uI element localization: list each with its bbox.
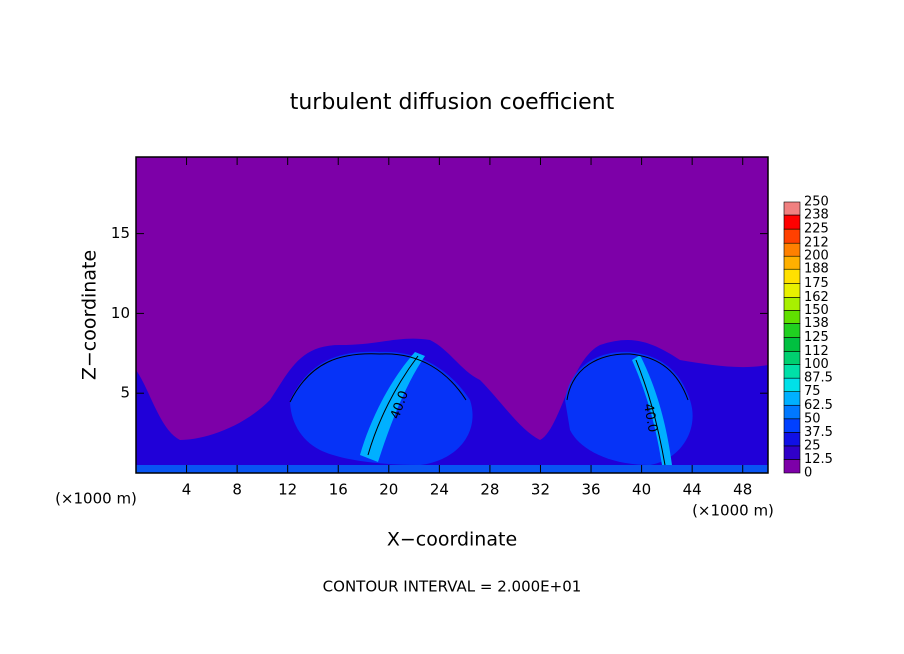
colorbar-label: 100 bbox=[804, 357, 829, 372]
footer: CONTOUR INTERVAL = 2.000E+01 bbox=[323, 578, 582, 596]
colorbar-segment bbox=[783, 351, 801, 365]
field-region bbox=[136, 465, 768, 473]
colorbar-segment bbox=[783, 242, 801, 257]
colorbar-segment bbox=[783, 228, 801, 244]
colorbar-label: 188 bbox=[804, 262, 829, 277]
colorbar-label: 150 bbox=[804, 303, 829, 318]
colorbar-segment bbox=[783, 418, 801, 433]
colorbar-label: 75 bbox=[804, 384, 821, 399]
x-unit: (×1000 m) bbox=[692, 502, 774, 520]
colorbar-segment bbox=[783, 391, 801, 406]
colorbar-label: 225 bbox=[804, 222, 829, 237]
field-streak bbox=[632, 355, 672, 465]
colorbar-label: 162 bbox=[804, 290, 829, 305]
x-tick-label: 20 bbox=[379, 481, 398, 499]
field: 40.0 40.0 bbox=[136, 157, 768, 473]
colorbar-segment bbox=[783, 337, 801, 352]
chart-title: turbulent diffusion coefficient bbox=[290, 90, 615, 115]
y-tick-label: 5 bbox=[120, 384, 130, 402]
x-tick-label: 4 bbox=[182, 481, 192, 499]
colorbar-label: 37.5 bbox=[804, 425, 833, 440]
x-tick-label: 28 bbox=[480, 481, 499, 499]
colorbar-label: 87.5 bbox=[804, 371, 833, 386]
x-tick-label: 36 bbox=[581, 481, 600, 499]
x-tick-label: 16 bbox=[329, 481, 348, 499]
colorbar-label: 200 bbox=[804, 249, 829, 264]
colorbar-segment bbox=[783, 282, 801, 298]
colorbar-label: 212 bbox=[804, 236, 829, 251]
y-axis-label: Z−coordinate bbox=[79, 250, 101, 380]
colorbar-label: 62.5 bbox=[804, 398, 833, 413]
colorbar-segment bbox=[783, 201, 801, 216]
colorbar-label: 138 bbox=[804, 316, 829, 331]
x-tick-label: 24 bbox=[430, 481, 449, 499]
colorbar-segment bbox=[783, 364, 801, 379]
colorbar-segment bbox=[783, 404, 801, 420]
colorbar-segment bbox=[783, 310, 801, 324]
colorbar-segment bbox=[783, 377, 801, 392]
colorbar-segment bbox=[783, 268, 801, 284]
colorbar-label: 50 bbox=[804, 411, 821, 426]
colorbar-label: 250 bbox=[804, 195, 829, 210]
colorbar-segment bbox=[783, 297, 801, 311]
colorbar-label: 175 bbox=[804, 276, 829, 291]
contour-label: 40.0 bbox=[640, 402, 660, 433]
x-unit: (×1000 m) bbox=[55, 490, 137, 508]
colorbar-segment bbox=[783, 214, 801, 230]
x-axis-label: X−coordinate bbox=[387, 529, 517, 551]
colorbar-label: 112 bbox=[804, 344, 829, 359]
colorbar-label: 125 bbox=[804, 330, 829, 345]
plot-frame bbox=[135, 156, 769, 474]
colorbar-segment bbox=[783, 255, 801, 270]
colorbar-label: 238 bbox=[804, 208, 829, 223]
x-tick-label: 8 bbox=[232, 481, 242, 499]
x-tick-label: 12 bbox=[278, 481, 297, 499]
y-tick-label: 15 bbox=[111, 224, 130, 242]
y-tick-label: 10 bbox=[111, 304, 130, 322]
colorbar-label: 25 bbox=[804, 438, 821, 453]
colorbar-segment bbox=[783, 459, 801, 474]
colorbar-label: 12.5 bbox=[804, 452, 833, 467]
contour-line bbox=[289, 353, 689, 466]
colorbar-segment bbox=[783, 323, 801, 338]
x-tick-label: 32 bbox=[531, 481, 550, 499]
colorbar-segment bbox=[783, 432, 801, 447]
colorbar-label: 0 bbox=[804, 466, 812, 481]
field-streak bbox=[360, 352, 425, 462]
x-tick-label: 40 bbox=[632, 481, 651, 499]
x-tick-label: 48 bbox=[733, 481, 752, 499]
x-tick-label: 44 bbox=[683, 481, 702, 499]
colorbar-segment bbox=[783, 445, 801, 460]
